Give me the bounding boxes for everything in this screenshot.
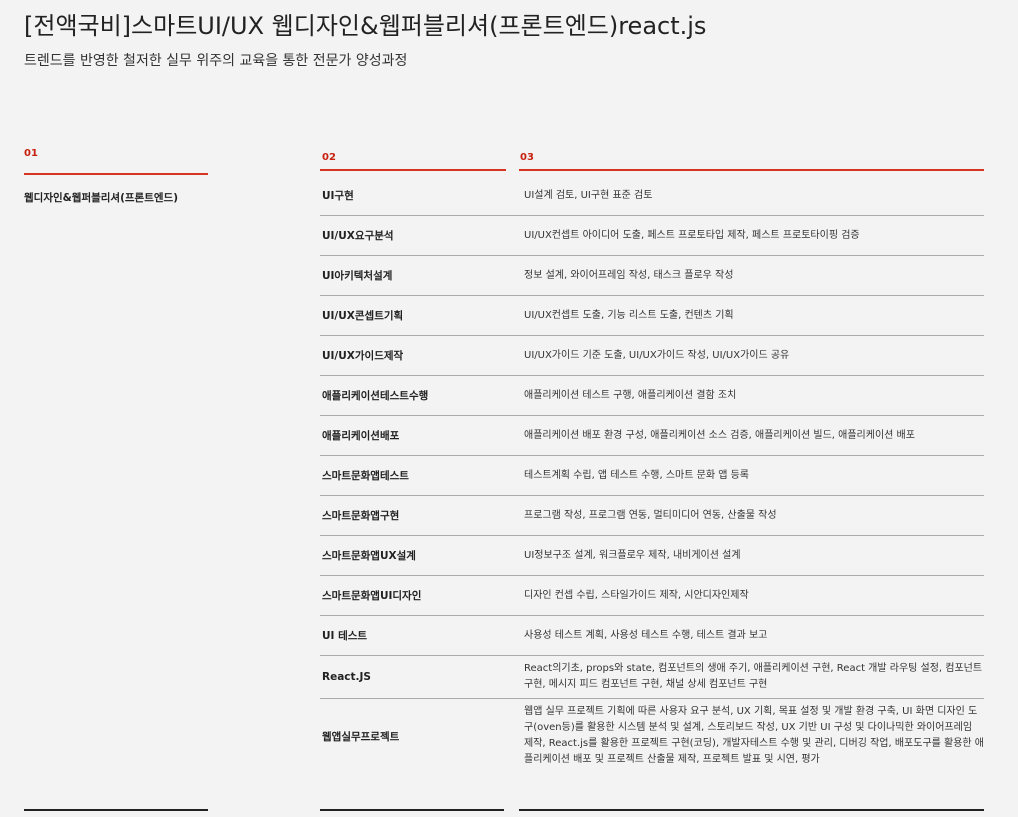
divider — [320, 809, 504, 811]
title: [전액국비]스마트UI/UX 웹디자인&웹퍼블리셔(프론트엔드)react.js — [24, 12, 707, 40]
subtitle: 트렌드를 반영한 철저한 실무 위주의 교육을 통한 전문가 양성과정 — [24, 53, 408, 69]
module-name: 웹앱실무프로젝트 — [322, 730, 400, 743]
table-row: 웹앱실무프로젝트 웹앱 실무 프로젝트 기획에 따른 사용자 요구 분석, UX … — [320, 699, 984, 773]
module-description: 사용성 테스트 계획, 사용성 테스트 수행, 테스트 결과 보고 — [524, 629, 768, 641]
divider — [24, 809, 208, 811]
module-name: 스마트문화앱구현 — [322, 510, 400, 522]
module-description: UI정보구조 설계, 워크플로우 제작, 내비게이션 설계 — [524, 549, 741, 561]
module-description: UI/UX컨셉트 도출, 기능 리스트 도출, 컨텐츠 기획 — [524, 309, 734, 321]
table: UI구현 UI설계 검토, UI구현 표준 검토 UI/UX요구분석 UI/UX컨셉트… — [320, 176, 984, 773]
divider — [320, 169, 506, 171]
module-name: 애플리케이션테스트수행 — [322, 390, 429, 402]
table-row: 스마트문화앱구현 프로그램 작성, 프로그램 연동, 멀티미디어 연동, 산출물 … — [320, 496, 984, 536]
module-name: 스마트문화앱UI디자인 — [322, 590, 422, 602]
module-description: 애플리케이션 테스트 구행, 애플리케이션 결함 조치 — [524, 389, 737, 401]
module-name: 애플리케이션배포 — [322, 430, 400, 442]
module-name: UI/UX가이드제작 — [322, 350, 404, 362]
module-name: React.JS — [322, 671, 371, 683]
module-name: 스마트문화앱UX설계 — [322, 550, 416, 562]
table-row: UI/UX요구분석 UI/UX컨셉트 아이디어 도출, 페스트 프로토타입 제작,… — [320, 216, 984, 256]
table-row: UI/UX가이드제작 UI/UX가이드 기준 도출, UI/UX가이드 작성, U… — [320, 336, 984, 376]
table-row: 애플리케이션테스트수행 애플리케이션 테스트 구행, 애플리케이션 결함 조치 — [320, 376, 984, 416]
table-row: 스마트문화앱UX설계 UI정보구조 설계, 워크플로우 제작, 내비게이션 설계 — [320, 536, 984, 576]
divider — [24, 173, 208, 175]
divider — [519, 809, 984, 811]
table-row: UI 테스트 사용성 테스트 계획, 사용성 테스트 수행, 테스트 결과 보고 — [320, 616, 984, 656]
module-name: UI 테스트 — [322, 630, 368, 642]
table-row: 스마트문화앱테스트 테스트계획 수립, 앱 테스트 수행, 스마트 문화 앱 등록 — [320, 456, 984, 496]
module-name: UI/UX요구분석 — [322, 230, 394, 242]
module-description: React의기초, props와 state, 컴포넌트의 생애 주기, 애플리… — [524, 663, 983, 690]
module-description: 정보 설계, 와이어프레임 작성, 태스크 플로우 작성 — [524, 269, 734, 281]
module-description: 프로그램 작성, 프로그램 연동, 멀티미디어 연동, 산출물 작성 — [524, 509, 777, 521]
column-number: 01 — [24, 148, 38, 159]
module-description: 애플리케이션 배포 환경 구성, 애플리케이션 소스 검증, 애플리케이션 빌드… — [524, 429, 915, 441]
table-row: UI아키텍처설계 정보 설계, 와이어프레임 작성, 태스크 플로우 작성 — [320, 256, 984, 296]
table-row: 애플리케이션배포 애플리케이션 배포 환경 구성, 애플리케이션 소스 검증, 애… — [320, 416, 984, 456]
module-description: 웹앱 실무 프로젝트 기획에 따른 사용자 요구 분석, UX 기획, 목표 설… — [524, 706, 985, 765]
module-description: UI/UX컨셉트 아이디어 도출, 페스트 프로토타입 제작, 페스트 프로토타… — [524, 229, 860, 241]
divider — [519, 169, 984, 171]
table-row: UI/UX콘셉트기획 UI/UX컨셉트 도출, 기능 리스트 도출, 컨텐츠 기획 — [320, 296, 984, 336]
table-row: UI구현 UI설계 검토, UI구현 표준 검토 — [320, 176, 984, 216]
module-name: UI구현 — [322, 190, 354, 202]
module-name: UI/UX콘셉트기획 — [322, 310, 404, 322]
category: 웹디자인&웹퍼블리셔(프론트엔드) — [24, 192, 178, 204]
module-description: UI/UX가이드 기준 도출, UI/UX가이드 작성, UI/UX가이드 공유 — [524, 349, 790, 361]
module-description: UI설계 검토, UI구현 표준 검토 — [524, 189, 653, 201]
table-row: React.JS React의기초, props와 state, 컴포넌트의 생애… — [320, 656, 984, 699]
table-row: 스마트문화앱UI디자인 디자인 컨셉 수립, 스타일가이드 제작, 시안디자인제작 — [320, 576, 984, 616]
module-description: 디자인 컨셉 수립, 스타일가이드 제작, 시안디자인제작 — [524, 589, 749, 601]
column-number: 03 — [520, 152, 534, 163]
module-name: 스마트문화앱테스트 — [322, 470, 409, 482]
module-name: UI아키텍처설계 — [322, 270, 393, 282]
column-number: 02 — [322, 152, 336, 163]
module-description: 테스트계획 수립, 앱 테스트 수행, 스마트 문화 앱 등록 — [524, 469, 749, 481]
